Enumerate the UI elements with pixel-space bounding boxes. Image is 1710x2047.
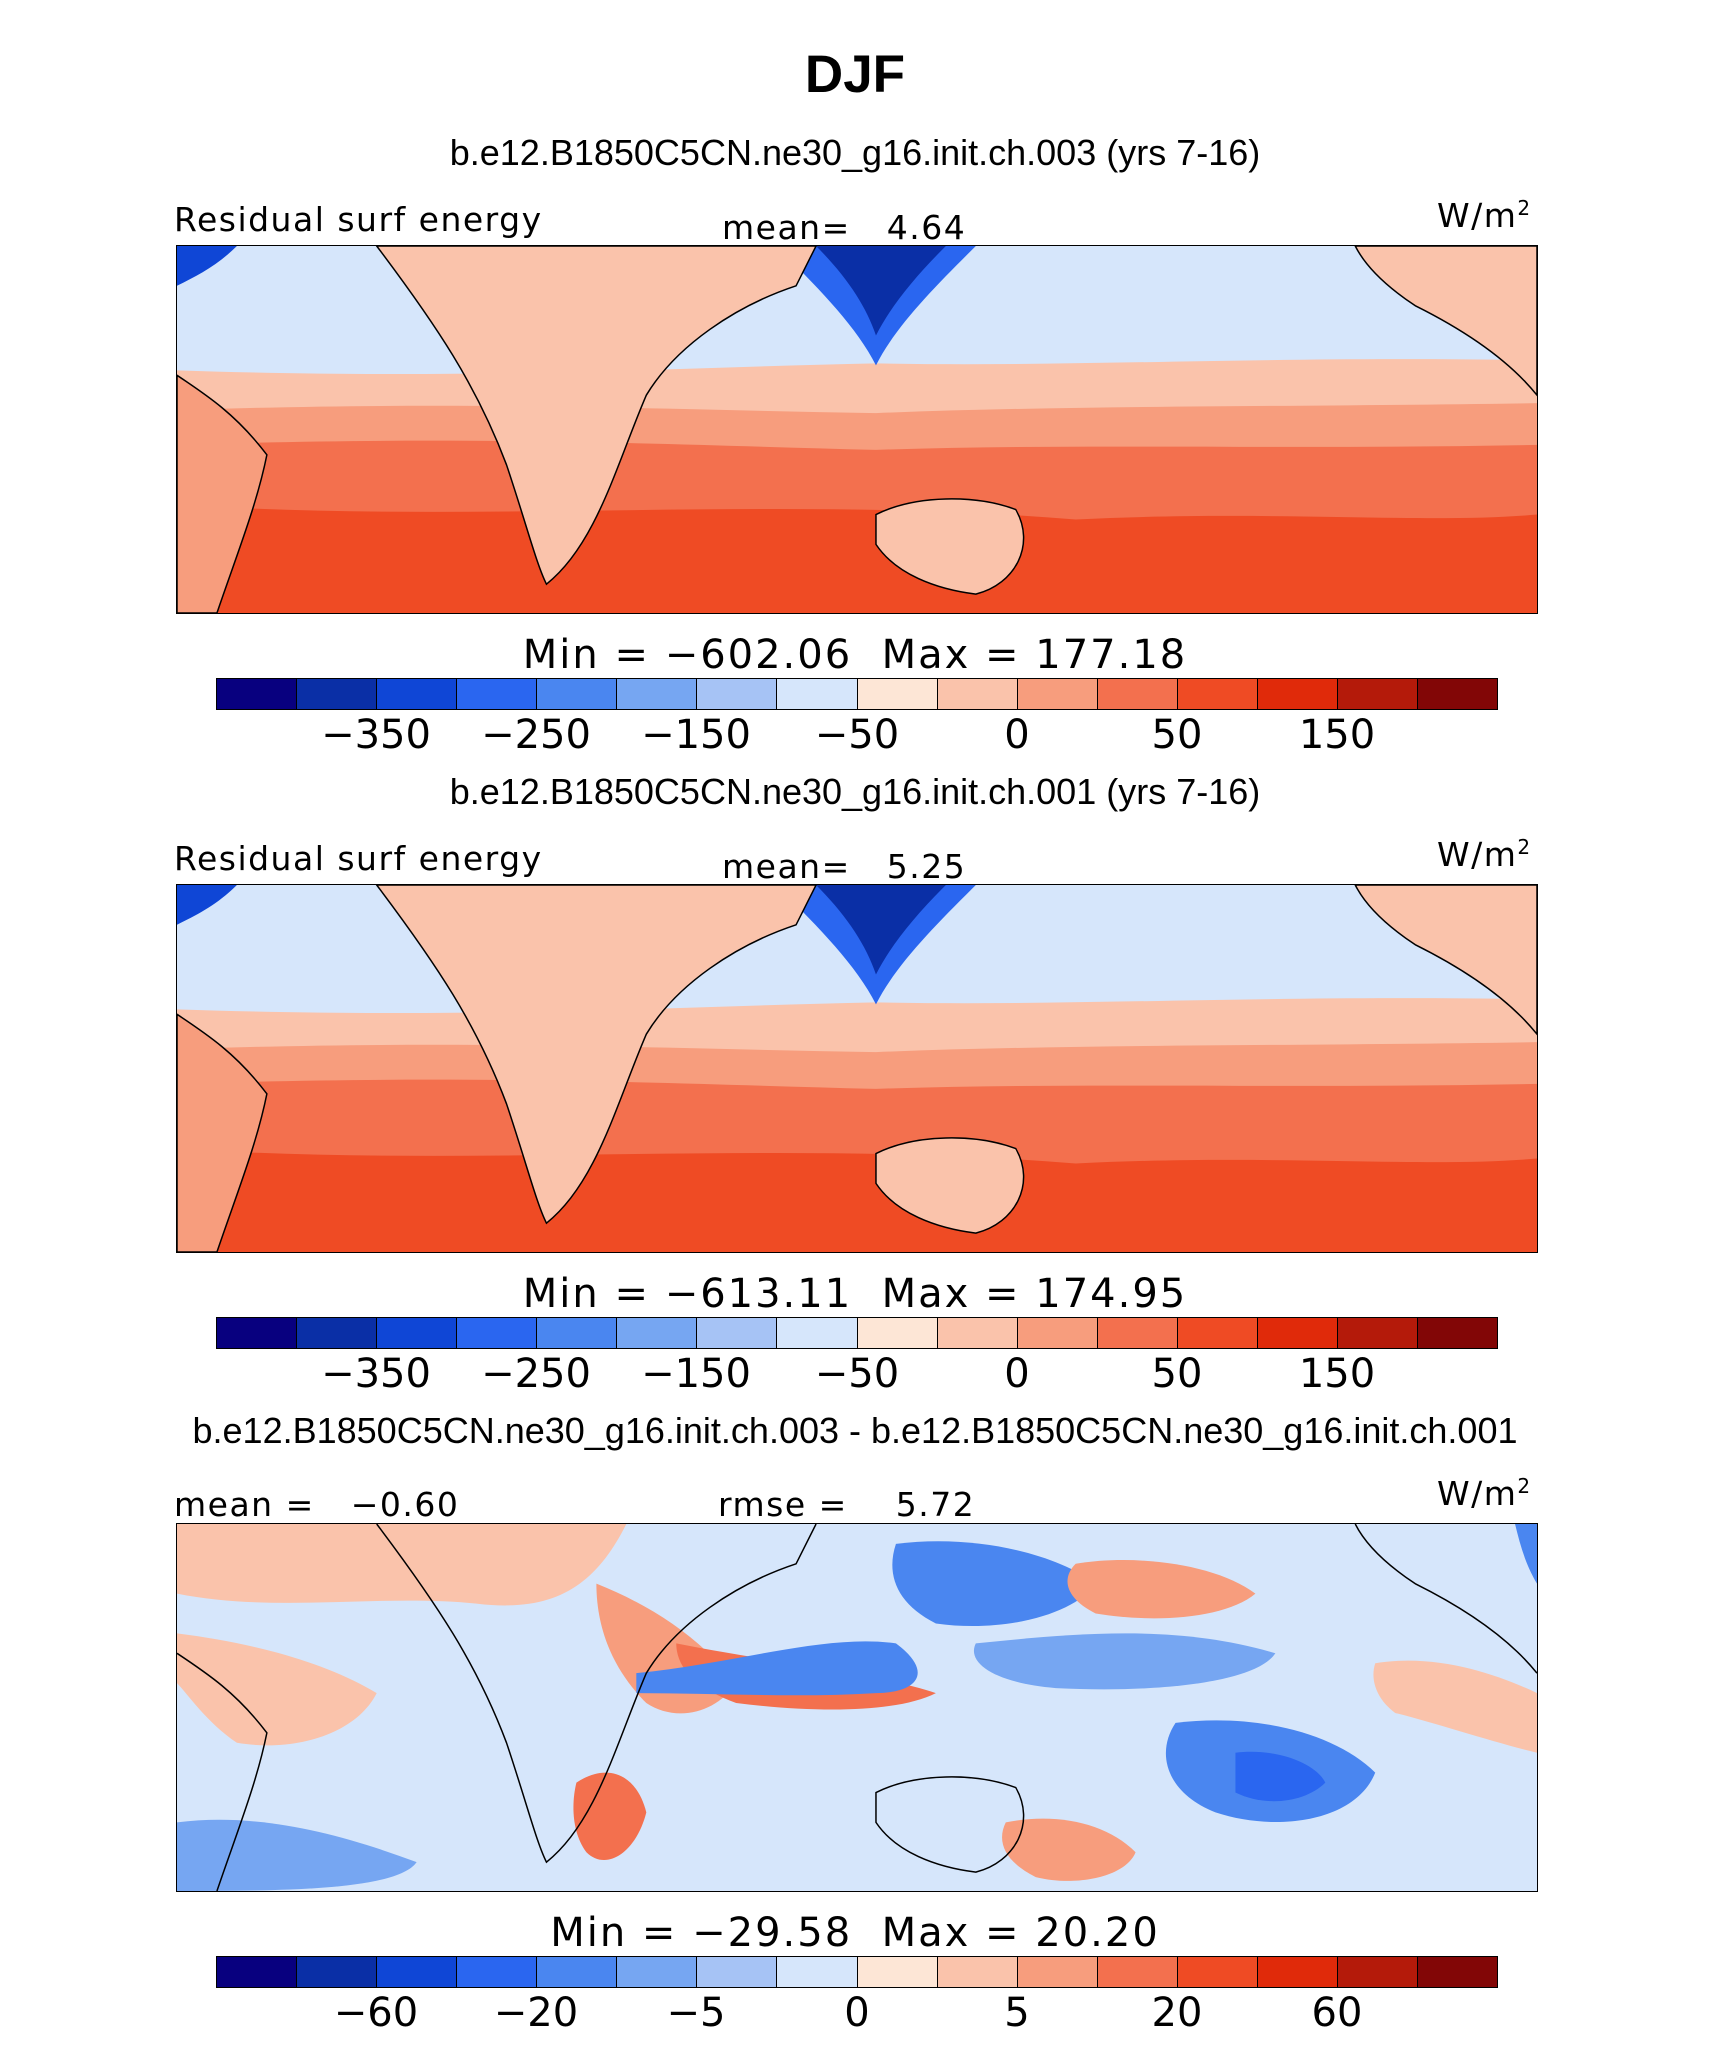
colorbar-segment	[377, 679, 458, 709]
panel-2-variable-label: Residual surf energy	[174, 839, 543, 878]
panel-1-tick: −150	[641, 712, 751, 758]
colorbar-segment	[1097, 1957, 1178, 1987]
panel-3-title: b.e12.B1850C5CN.ne30_g16.init.ch.003 - b…	[192, 1410, 1518, 1451]
colorbar-segment	[297, 679, 378, 709]
panel-1-map	[176, 245, 1538, 614]
colorbar-segment	[457, 1318, 538, 1348]
colorbar-segment	[1017, 1957, 1098, 1987]
colorbar-segment	[1417, 1957, 1497, 1987]
colorbar-segment	[697, 679, 778, 709]
panel-2-tick: 0	[1004, 1351, 1030, 1397]
panel-2-title: b.e12.B1850C5CN.ne30_g16.init.ch.001 (yr…	[449, 771, 1261, 812]
colorbar-segment	[1257, 1957, 1338, 1987]
colorbar-segment	[857, 679, 938, 709]
panel-2-tick: 50	[1151, 1351, 1203, 1397]
panel-1-tick: 50	[1151, 712, 1203, 758]
panel-1-minmax: Min = −602.06 Max = 177.18	[522, 632, 1188, 678]
colorbar-segment	[217, 1957, 298, 1987]
figure-title: DJF	[804, 45, 906, 104]
colorbar-segment	[1177, 679, 1258, 709]
panel-3-tick: 60	[1311, 1990, 1363, 2036]
colorbar-segment	[537, 1318, 618, 1348]
colorbar-segment	[217, 1318, 298, 1348]
colorbar-segment	[777, 1318, 858, 1348]
panel-3-units: W/m2	[1437, 1474, 1532, 1513]
colorbar-segment	[457, 1957, 538, 1987]
panel-3-rmse: rmse = 5.72	[718, 1485, 976, 1524]
panel-1-mean: mean= 4.64	[722, 208, 967, 247]
colorbar-segment	[297, 1318, 378, 1348]
panel-3-tick: −5	[666, 1990, 726, 2036]
colorbar-segment	[1017, 679, 1098, 709]
colorbar-segment	[217, 679, 298, 709]
panel-1-units: W/m2	[1437, 196, 1532, 235]
panel-2-mean: mean= 5.25	[722, 847, 967, 886]
colorbar-segment	[377, 1318, 458, 1348]
panel-3-tick: −20	[493, 1990, 579, 2036]
colorbar-segment	[1257, 1318, 1338, 1348]
panel-3-tick: −60	[333, 1990, 419, 2036]
panel-3-tick: 5	[1004, 1990, 1030, 2036]
panel-3-mean: mean = −0.60	[174, 1485, 460, 1524]
colorbar-segment	[377, 1957, 458, 1987]
panel-1-tick: −350	[321, 712, 431, 758]
colorbar-segment	[1177, 1318, 1258, 1348]
panel-2-tick: −250	[481, 1351, 591, 1397]
colorbar-segment	[697, 1318, 778, 1348]
panel-2-minmax: Min = −613.11 Max = 174.95	[522, 1271, 1188, 1317]
panel-1-tick: −50	[814, 712, 900, 758]
colorbar-segment	[1257, 679, 1338, 709]
panel-3-colorbar	[216, 1956, 1498, 1988]
panel-2-map	[176, 884, 1538, 1253]
colorbar-segment	[617, 679, 698, 709]
panel-2-tick: −50	[814, 1351, 900, 1397]
colorbar-segment	[617, 1318, 698, 1348]
panel-3-map	[176, 1523, 1538, 1892]
colorbar-segment	[1337, 1318, 1418, 1348]
panel-2-tick: −350	[321, 1351, 431, 1397]
panel-1-tick: 0	[1004, 712, 1030, 758]
colorbar-segment	[697, 1957, 778, 1987]
colorbar-segment	[937, 679, 1018, 709]
panel-2-colorbar	[216, 1317, 1498, 1349]
colorbar-segment	[777, 679, 858, 709]
colorbar-segment	[1337, 679, 1418, 709]
panel-1-tick: 150	[1298, 712, 1376, 758]
panel-3-tick: 20	[1151, 1990, 1203, 2036]
colorbar-segment	[1177, 1957, 1258, 1987]
colorbar-segment	[857, 1318, 938, 1348]
panel-2-tick: −150	[641, 1351, 751, 1397]
colorbar-segment	[857, 1957, 938, 1987]
colorbar-segment	[1017, 1318, 1098, 1348]
colorbar-segment	[937, 1957, 1018, 1987]
colorbar-segment	[937, 1318, 1018, 1348]
colorbar-segment	[537, 1957, 618, 1987]
panel-1-variable-label: Residual surf energy	[174, 200, 543, 239]
colorbar-segment	[1097, 1318, 1178, 1348]
colorbar-segment	[1097, 679, 1178, 709]
panel-2-tick: 150	[1298, 1351, 1376, 1397]
colorbar-segment	[617, 1957, 698, 1987]
panel-1-tick: −250	[481, 712, 591, 758]
panel-1-title: b.e12.B1850C5CN.ne30_g16.init.ch.003 (yr…	[449, 132, 1261, 173]
colorbar-segment	[777, 1957, 858, 1987]
panel-1-colorbar	[216, 678, 1498, 710]
colorbar-segment	[1417, 679, 1497, 709]
colorbar-segment	[457, 679, 538, 709]
panel-2-units: W/m2	[1437, 835, 1532, 874]
colorbar-segment	[1417, 1318, 1497, 1348]
colorbar-segment	[297, 1957, 378, 1987]
panel-3-tick: 0	[844, 1990, 870, 2036]
colorbar-segment	[537, 679, 618, 709]
colorbar-segment	[1337, 1957, 1418, 1987]
panel-3-minmax: Min = −29.58 Max = 20.20	[550, 1910, 1160, 1956]
